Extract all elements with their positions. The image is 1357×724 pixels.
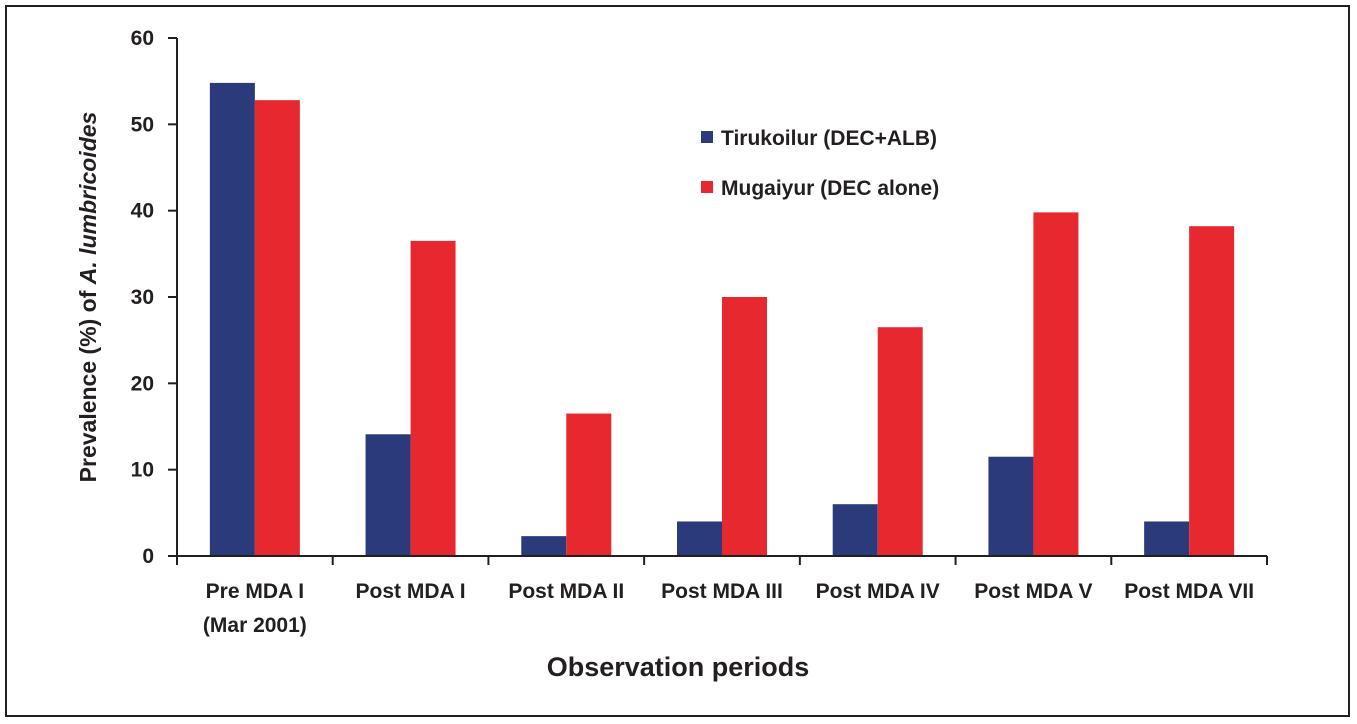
x-category-label: Post MDA IV [816, 580, 940, 603]
y-axis-ticks: 0 10 20 30 40 50 60 [131, 27, 177, 568]
legend-label-tirukoilur: Tirukoilur (DEC+ALB) [721, 127, 937, 150]
y-axis-title-species: A. lumbricoides [75, 112, 101, 286]
x-category-label: Pre MDA I (Mar 2001) [203, 580, 307, 637]
bar-tirukoilur [521, 536, 567, 556]
bar-mugaiyur [1033, 212, 1079, 557]
x-category-label: Post MDA II [508, 580, 624, 603]
y-tick-label: 40 [131, 200, 154, 223]
bar-tirukoilur [988, 456, 1034, 556]
y-tick-label: 0 [142, 545, 154, 568]
bar-mugaiyur [1189, 226, 1235, 556]
x-axis-title: Observation periods [547, 652, 810, 682]
y-tick-label: 60 [131, 27, 154, 50]
legend-swatch-tirukoilur [701, 131, 713, 143]
x-axis-category-labels: Pre MDA I (Mar 2001) Post MDA I Post MDA II… [203, 580, 1254, 637]
bar-mugaiyur [254, 100, 300, 556]
bar-mugaiyur [722, 297, 767, 556]
legend: Tirukoilur (DEC+ALB) Mugaiyur (DEC alone… [701, 127, 939, 200]
bar-tirukoilur [209, 82, 255, 556]
x-category-label: Post MDA I [356, 580, 466, 603]
bar-tirukoilur [677, 521, 722, 556]
bar-mugaiyur [877, 327, 923, 556]
x-axis-ticks [176, 556, 1268, 565]
bar-tirukoilur [365, 434, 411, 556]
bar-mugaiyur [410, 240, 456, 556]
y-tick-label: 30 [131, 286, 154, 309]
bar-mugaiyur [566, 413, 612, 556]
x-category-label: Post MDA VII [1124, 580, 1254, 603]
bar-tirukoilur [1144, 521, 1190, 556]
y-axis-title: Prevalence (%) of A. lumbricoides [75, 112, 101, 483]
y-tick-label: 10 [131, 459, 154, 482]
legend-swatch-mugaiyur [701, 181, 713, 193]
x-category-label: Post MDA V [974, 580, 1092, 603]
bar-tirukoilur [832, 504, 878, 556]
y-tick-label: 50 [131, 113, 154, 136]
y-tick-label: 20 [131, 372, 154, 395]
bar-group [209, 82, 1235, 557]
legend-label-mugaiyur: Mugaiyur (DEC alone) [721, 177, 939, 200]
x-category-label: Post MDA III [661, 580, 783, 603]
y-axis-title-prefix: Prevalence (%) of [75, 284, 101, 482]
